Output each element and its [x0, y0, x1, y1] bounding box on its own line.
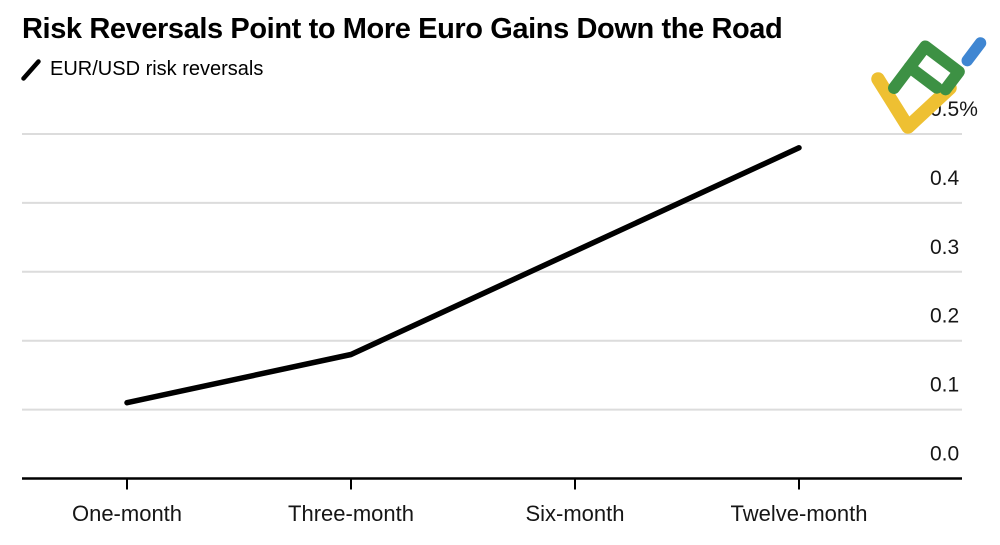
logo-green-bar: [903, 61, 943, 94]
x-tick-label: Twelve-month: [731, 501, 868, 526]
y-axis-labels: 0.00.10.20.30.40.5%: [930, 98, 978, 466]
y-tick-label: 0.3: [930, 236, 959, 259]
y-tick-label: 0.0: [930, 443, 959, 466]
gridlines: [22, 133, 962, 480]
x-tick-label: One-month: [72, 501, 182, 526]
logo-yellow-check: [871, 72, 957, 134]
x-tick-label: Three-month: [288, 501, 414, 526]
series-line: [124, 145, 802, 406]
logo-blue-accent: [961, 37, 987, 67]
y-tick-label: 0.2: [930, 305, 959, 328]
logo-green-f: [888, 37, 987, 96]
x-axis: [126, 478, 800, 490]
slash-icon: [21, 58, 41, 81]
legend: EUR/USD risk reversals: [21, 58, 263, 81]
y-tick-label: 0.1: [930, 374, 959, 397]
x-axis-labels: One-month Three-month Six-month Twelve-mont…: [72, 501, 868, 526]
y-tick-label: 0.4: [930, 167, 960, 190]
legend-label: EUR/USD risk reversals: [50, 58, 264, 80]
x-tick-label: Six-month: [525, 501, 624, 526]
chart-title: Risk Reversals Point to More Euro Gains …: [22, 13, 783, 45]
